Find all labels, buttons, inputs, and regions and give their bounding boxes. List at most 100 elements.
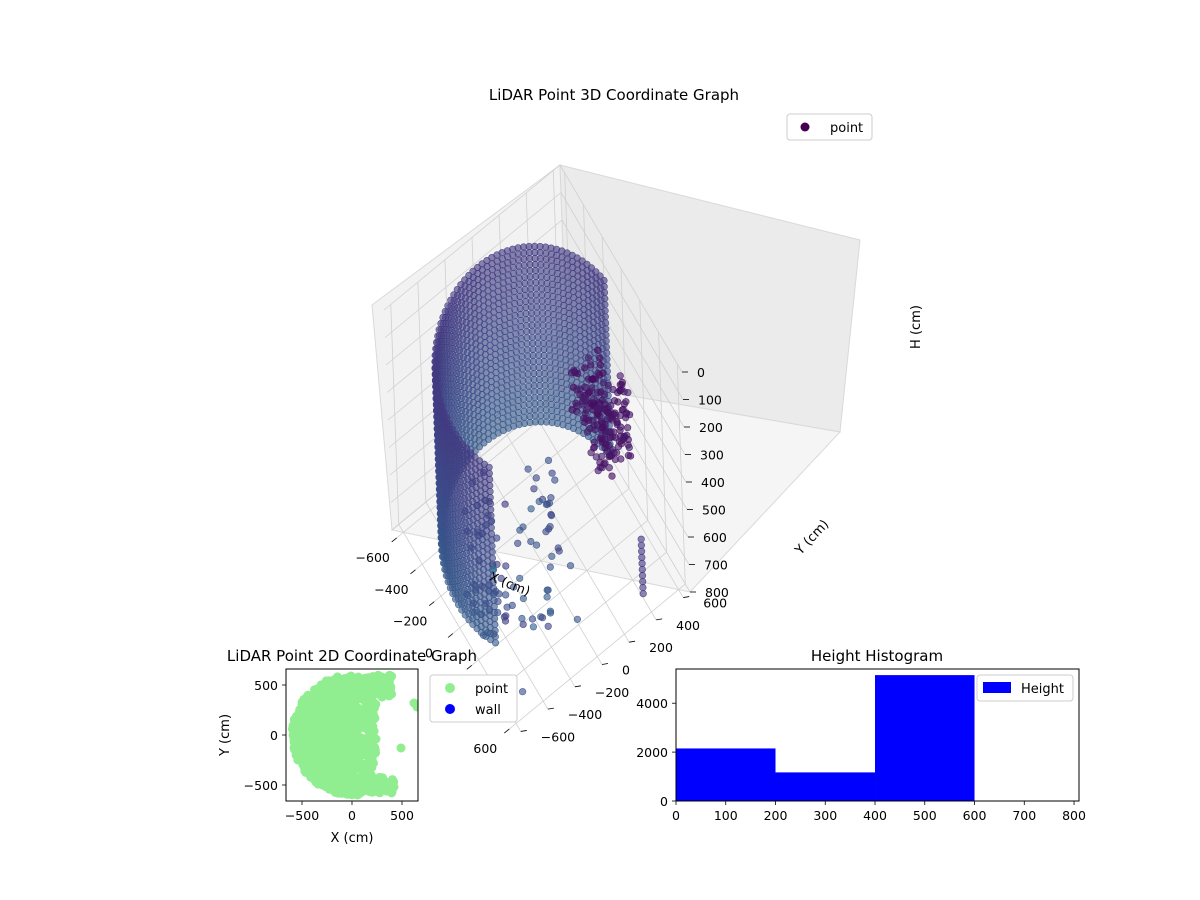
point-3d [607, 401, 615, 410]
point-3d [435, 326, 443, 334]
point-3d [555, 547, 563, 555]
point-3d [431, 358, 439, 366]
point-3d [487, 506, 495, 514]
grid-left-h [384, 192, 562, 338]
point-3d [529, 623, 538, 631]
point-2d [389, 777, 399, 787]
point-3d [639, 590, 647, 598]
ticks-2d: −500 −500 0 0 500 500 [244, 678, 414, 823]
point-2d [303, 760, 313, 770]
point-2d [385, 684, 395, 694]
point-2d [374, 674, 384, 684]
point-3d [593, 346, 602, 354]
point-3d [487, 524, 495, 532]
y-tick-label-3d: 400 [676, 618, 700, 633]
point-2d [310, 743, 320, 753]
y-tick-label-2d: −500 [244, 778, 278, 793]
histogram-bar [676, 748, 776, 801]
point-2d [333, 734, 343, 743]
legend-2d-marker-wall [445, 704, 455, 714]
point-2d [307, 716, 317, 725]
point-2d [330, 787, 340, 797]
point-3d [489, 566, 498, 574]
point-3d [637, 547, 646, 555]
grid-left-h [383, 164, 561, 311]
y-tick-3d [520, 730, 527, 732]
plot-2d: LiDAR Point 2D Coordinate Graph −500−500… [218, 647, 518, 846]
point-3d [433, 338, 441, 347]
point-2d [337, 747, 347, 757]
point-2d [371, 748, 381, 758]
point-3d [599, 379, 608, 387]
point-3d [490, 608, 499, 617]
point-2d [325, 766, 335, 776]
x-tick-3d [391, 537, 397, 543]
point-3d [497, 574, 505, 583]
histogram-x-tick-label: 0 [672, 808, 680, 823]
y-tick-label-3d: −400 [568, 707, 602, 722]
point-3d [485, 463, 493, 471]
point-2d [325, 699, 335, 709]
histogram-x-tick-label: 600 [963, 808, 987, 823]
y-tick-label-3d: 600 [703, 596, 727, 611]
point-3d [609, 386, 617, 394]
z-tick-label-3d: 600 [703, 530, 727, 545]
histogram-x-tick-label: 100 [714, 808, 738, 823]
point-3d [491, 633, 499, 641]
point-3d [605, 464, 613, 472]
point-3d [488, 536, 496, 544]
point-3d [528, 615, 537, 623]
point-3d [532, 541, 541, 549]
point-2d [361, 747, 371, 757]
point-3d [439, 313, 447, 322]
point-2d [353, 672, 363, 682]
point-3d [490, 602, 498, 611]
legend-histogram-label: Height [1021, 682, 1064, 697]
point-3d [638, 559, 646, 568]
point-2d [316, 693, 326, 703]
z-axis-label-3d: H (cm) [909, 305, 924, 349]
point-3d [619, 405, 627, 414]
legend-histogram-swatch [983, 682, 1011, 693]
point-3d [584, 389, 593, 397]
legend-3d-marker [800, 122, 810, 132]
point-3d [597, 417, 606, 426]
histogram-x-tick-label: 500 [913, 808, 937, 823]
point-2d [396, 743, 406, 753]
point-3d [566, 562, 575, 570]
histogram-y-tick-label: 4000 [636, 696, 668, 711]
point-2d [325, 735, 335, 745]
point-3d [490, 596, 498, 605]
legend-2d-marker-point [445, 683, 455, 693]
point-2d [339, 779, 349, 789]
point-2d [384, 671, 394, 681]
point-3d [546, 609, 555, 617]
point-3d [581, 364, 589, 372]
point-3d [434, 390, 443, 398]
point-2d [314, 715, 324, 725]
point-3d [544, 622, 552, 630]
point-3d [598, 452, 606, 460]
y-axis-label-2d: Y (cm) [218, 714, 233, 757]
point-3d [433, 384, 441, 392]
y-tick-3d [629, 640, 636, 643]
point-cloud-3d [431, 242, 647, 696]
x-tick-3d [504, 728, 510, 734]
point-3d [537, 613, 545, 621]
point-3d [603, 349, 611, 357]
histogram-ticks: 0 100 200 300 400 500 600 700 800 0 2000 4000 [636, 696, 1086, 823]
point-3d [570, 366, 578, 374]
point-2d [347, 766, 357, 776]
point-3d [582, 395, 590, 403]
grid-floor-y [479, 457, 603, 665]
point-3d [524, 465, 532, 473]
point-3d [491, 620, 499, 629]
point-3d [519, 523, 527, 531]
x-tick-3d [466, 665, 473, 670]
point-3d [605, 453, 613, 461]
point-3d [431, 364, 439, 372]
point-3d [600, 276, 608, 285]
point-2d [305, 730, 315, 740]
point-3d [623, 424, 632, 432]
point-3d [601, 301, 609, 309]
